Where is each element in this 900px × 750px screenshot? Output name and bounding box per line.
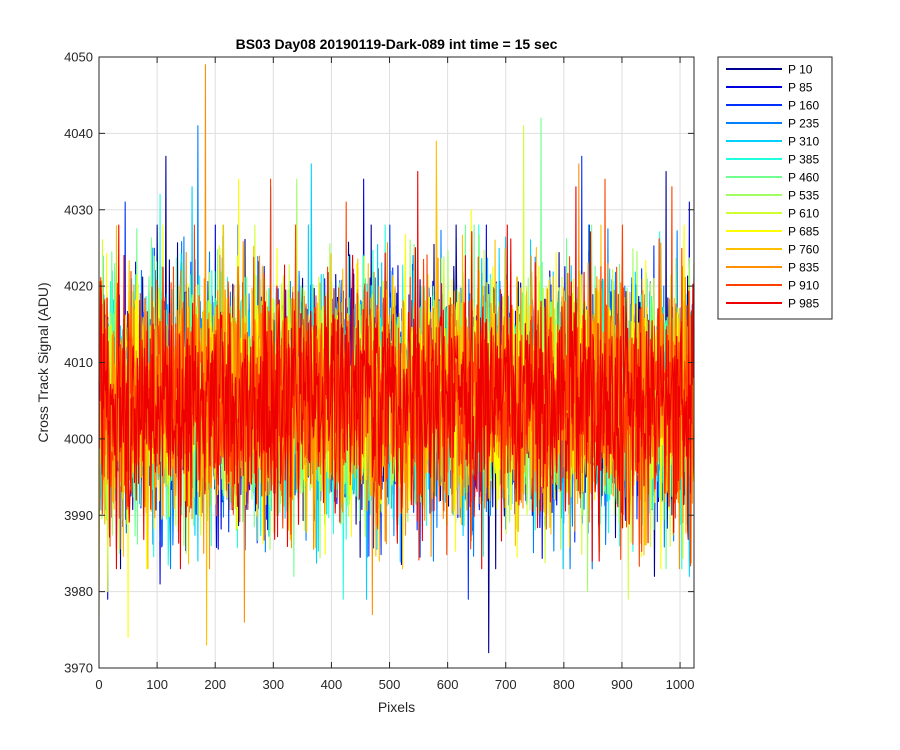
x-axis-label: Pixels [378, 699, 415, 715]
legend: P 10 P 85 P 160 P 235 P 310 P 385 P 460 P 535 P … [717, 56, 833, 320]
y-tick-label: 3970 [64, 661, 93, 676]
x-tick-label: 100 [146, 677, 168, 692]
legend-label: P 760 [788, 243, 819, 257]
y-tick-label: 4020 [64, 279, 93, 294]
y-tick-label: 3990 [64, 508, 93, 523]
legend-label: P 235 [788, 117, 819, 131]
x-tick-label: 300 [262, 677, 284, 692]
y-axis-label: Cross Track Signal (ADU) [35, 282, 51, 442]
legend-label: P 85 [788, 81, 813, 95]
legend-box [717, 56, 833, 320]
legend-label: P 985 [788, 297, 819, 311]
axis-ticks: 0 100 200 300 400 500 600 700 800 900 1000 3970 3980… [64, 50, 694, 693]
legend-label: P 460 [788, 171, 819, 185]
x-tick-label: 900 [611, 677, 633, 692]
legend-label: P 610 [788, 207, 819, 221]
y-tick-label: 4000 [64, 431, 93, 446]
legend-label: P 10 [788, 63, 813, 77]
y-tick-label: 4010 [64, 355, 93, 370]
x-tick-label: 600 [437, 677, 459, 692]
y-tick-label: 4050 [64, 50, 93, 65]
x-tick-label: 800 [553, 677, 575, 692]
x-tick-label: 0 [95, 677, 102, 692]
legend-label: P 160 [788, 99, 819, 113]
x-tick-label: 400 [321, 677, 343, 692]
y-tick-label: 4040 [64, 126, 93, 141]
series-group [98, 64, 695, 654]
x-tick-label: 1000 [666, 677, 695, 692]
legend-label: P 385 [788, 153, 819, 167]
y-tick-label: 3980 [64, 584, 93, 599]
y-tick-label: 4030 [64, 202, 93, 217]
chart-title: BS03 Day08 20190119-Dark-089 int time = … [236, 36, 558, 52]
legend-label: P 835 [788, 261, 819, 275]
legend-label: P 535 [788, 189, 819, 203]
legend-label: P 910 [788, 279, 819, 293]
x-tick-label: 200 [204, 677, 226, 692]
x-tick-label: 700 [495, 677, 517, 692]
series-line-p-985 [98, 171, 695, 570]
legend-label: P 310 [788, 135, 819, 149]
x-tick-label: 500 [379, 677, 401, 692]
legend-label: P 685 [788, 225, 819, 239]
